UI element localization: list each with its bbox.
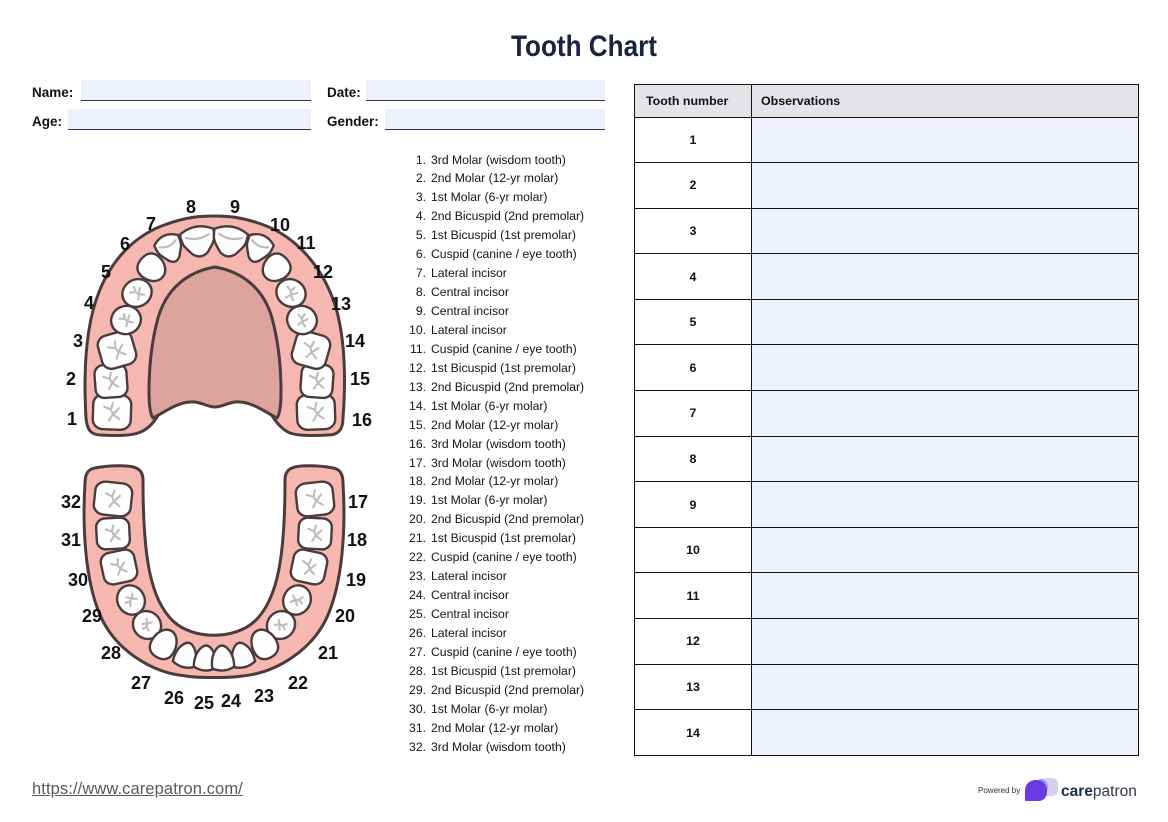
svg-text:8: 8 xyxy=(186,197,196,217)
svg-text:31: 31 xyxy=(61,530,81,550)
svg-text:20: 20 xyxy=(335,606,355,626)
svg-text:16: 16 xyxy=(352,410,372,430)
svg-text:5: 5 xyxy=(101,262,111,282)
svg-text:23: 23 xyxy=(254,686,274,706)
svg-text:18: 18 xyxy=(347,530,367,550)
svg-text:14: 14 xyxy=(345,331,365,351)
svg-text:22: 22 xyxy=(288,673,308,693)
svg-text:19: 19 xyxy=(346,570,366,590)
svg-text:4: 4 xyxy=(84,293,94,313)
svg-text:12: 12 xyxy=(313,262,333,282)
svg-text:21: 21 xyxy=(318,643,338,663)
svg-text:6: 6 xyxy=(120,234,130,254)
svg-text:15: 15 xyxy=(350,369,370,389)
svg-text:3: 3 xyxy=(73,331,83,351)
svg-text:17: 17 xyxy=(348,492,368,512)
svg-text:32: 32 xyxy=(61,492,81,512)
svg-text:29: 29 xyxy=(82,606,102,626)
svg-text:25: 25 xyxy=(194,693,214,713)
svg-text:9: 9 xyxy=(230,197,240,217)
svg-text:7: 7 xyxy=(146,214,156,234)
svg-text:11: 11 xyxy=(296,233,315,253)
svg-text:27: 27 xyxy=(131,673,151,693)
svg-text:24: 24 xyxy=(221,691,241,711)
svg-text:28: 28 xyxy=(101,643,121,663)
svg-text:26: 26 xyxy=(164,688,184,708)
svg-text:1: 1 xyxy=(67,409,77,429)
svg-text:2: 2 xyxy=(66,369,76,389)
svg-text:10: 10 xyxy=(270,215,290,235)
svg-text:30: 30 xyxy=(68,570,88,590)
svg-text:13: 13 xyxy=(331,294,351,314)
